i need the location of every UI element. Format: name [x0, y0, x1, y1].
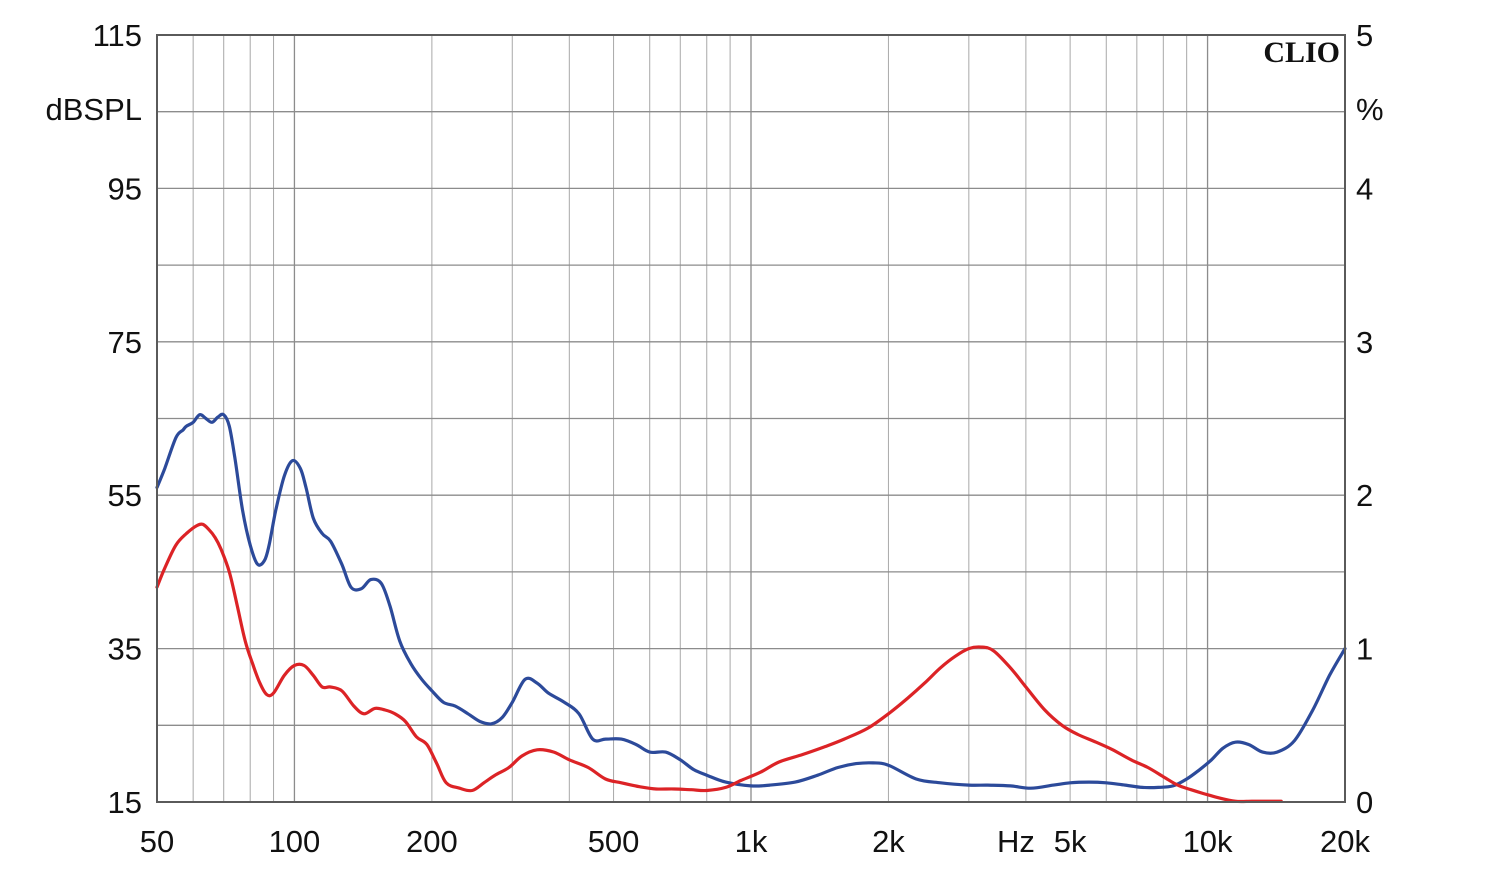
x-tick-label: 2k	[872, 824, 905, 859]
y-left-tick-label: 115	[93, 18, 142, 53]
y-axis-right-label: %	[1356, 92, 1384, 127]
y-right-tick-label: 2	[1356, 478, 1373, 513]
x-tick-label: 200	[406, 824, 458, 859]
x-tick-label: 500	[588, 824, 640, 859]
x-tick-label: 10k	[1183, 824, 1233, 859]
y-right-tick-label: 1	[1356, 632, 1373, 667]
y-left-tick-label: 95	[108, 171, 142, 206]
x-tick-label: 5k	[1054, 824, 1087, 859]
series-line-red	[155, 522, 1283, 804]
x-tick-label: 100	[269, 824, 321, 859]
y-right-tick-label: 0	[1356, 785, 1373, 820]
series-layer	[155, 412, 1347, 804]
y-left-tick-label: 75	[108, 325, 142, 360]
y-left-tick-label: 35	[108, 632, 142, 667]
tick-labels: 50 100 200 500 1k 2k 5k 10k 20k 115 95 75 55 35 15 5 4 3 2…	[93, 18, 1374, 859]
clio-brand-label: CLIO	[1263, 36, 1340, 69]
y-right-tick-label: 3	[1356, 325, 1373, 360]
y-left-tick-label: 15	[108, 785, 142, 820]
y-left-tick-label: 55	[108, 478, 142, 513]
grid	[157, 35, 1345, 802]
series-line-blue	[155, 412, 1347, 790]
y-right-tick-label: 4	[1356, 171, 1373, 206]
plot-frame	[156, 34, 1346, 803]
x-tick-label: 50	[140, 824, 174, 859]
x-tick-label: 20k	[1320, 824, 1370, 859]
x-axis-label: Hz	[997, 824, 1035, 859]
x-tick-label: 1k	[735, 824, 768, 859]
y-axis-left-label: dBSPL	[45, 92, 142, 127]
y-right-tick-label: 5	[1356, 18, 1373, 53]
